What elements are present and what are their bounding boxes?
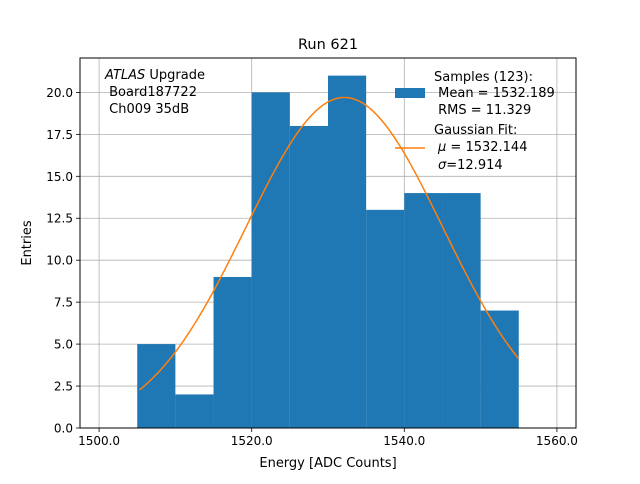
histogram-bar (480, 310, 519, 428)
legend-sigma-symbol: σ (438, 158, 447, 173)
legend-samples-mean: Mean = 1532.189 (434, 86, 555, 101)
annotation-line-3: Ch009 35dB (105, 102, 189, 117)
legend-fit-mu: μ = 1532.144 (437, 140, 527, 155)
legend-mu-value: = 1532.144 (446, 140, 527, 155)
x-tick-label: 1520.0 (231, 434, 273, 448)
fit-layer (139, 96, 520, 391)
x-axis-label: Energy [ADC Counts] (259, 456, 396, 471)
histogram-bar (328, 75, 367, 428)
y-tick-label: 12.5 (46, 212, 73, 226)
x-axis-ticks: 1500.0 1520.0 1540.0 1560.0 (78, 428, 578, 448)
y-tick-label: 15.0 (46, 170, 73, 184)
y-axis-ticks: 0.0 2.5 5.0 7.5 10.0 12.5 15.0 17.5 20.0 (46, 86, 80, 436)
annotation-line-2: Board187722 (105, 85, 197, 100)
histogram-bars (137, 75, 519, 429)
annotation-line-1: ATLAS Upgrade (104, 68, 205, 83)
legend: Samples (123): Mean = 1532.189 RMS = 11.… (395, 70, 555, 173)
histogram-bar (137, 344, 176, 428)
atlas-annotation: ATLAS Upgrade Board187722 Ch009 35dB (104, 68, 205, 117)
histogram-bar (366, 209, 405, 428)
y-tick-label: 5.0 (54, 338, 73, 352)
x-tick-label: 1500.0 (78, 434, 120, 448)
legend-fit-label: Gaussian Fit: (434, 123, 517, 138)
legend-fit-sigma: σ=12.914 (438, 158, 503, 173)
x-tick-label: 1560.0 (536, 434, 578, 448)
gaussian-fit-curve (139, 96, 520, 391)
y-tick-label: 7.5 (54, 296, 73, 310)
y-tick-label: 0.0 (54, 422, 73, 436)
histogram-bar (442, 193, 481, 428)
annotation-atlas: ATLAS (104, 68, 145, 83)
x-tick-label: 1540.0 (383, 434, 425, 448)
histogram-bar (251, 92, 290, 428)
histogram-bar (213, 276, 252, 428)
annotation-upgrade: Upgrade (145, 68, 205, 83)
plot-frame (79, 57, 577, 429)
legend-samples-label: Samples (123): (434, 70, 533, 85)
y-axis-label: Entries (20, 220, 35, 266)
histogram-bar (289, 125, 328, 429)
y-tick-label: 10.0 (46, 254, 73, 268)
legend-samples-rms: RMS = 11.329 (434, 103, 531, 118)
chart-title: Run 621 (298, 37, 358, 53)
y-tick-label: 2.5 (54, 380, 73, 394)
histogram-bar (404, 193, 443, 428)
legend-samples-swatch (395, 88, 425, 98)
histogram-bar (175, 394, 214, 428)
y-tick-label: 20.0 (46, 86, 73, 100)
y-tick-label: 17.5 (46, 128, 73, 142)
legend-mu-symbol: μ (437, 140, 446, 155)
legend-sigma-value: =12.914 (446, 158, 502, 173)
